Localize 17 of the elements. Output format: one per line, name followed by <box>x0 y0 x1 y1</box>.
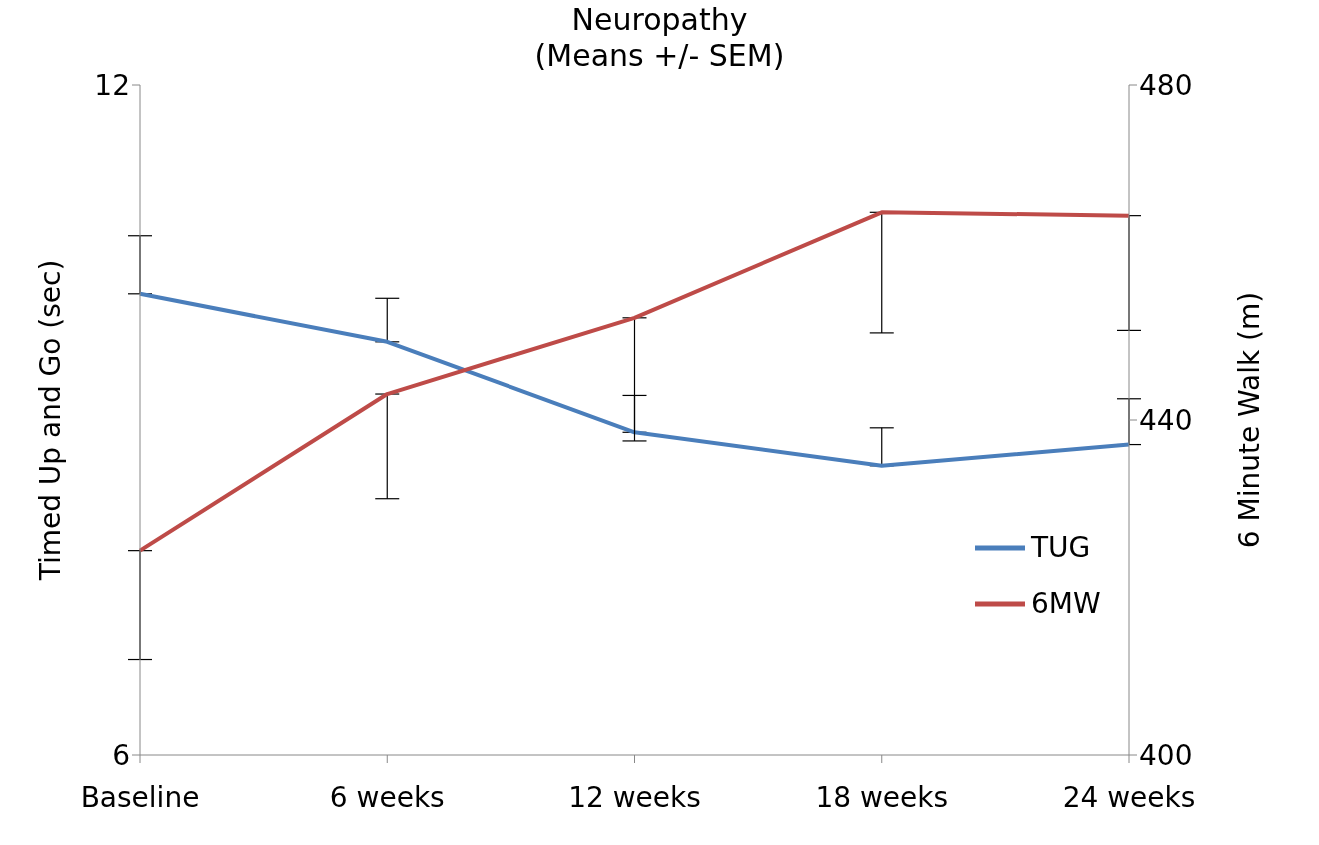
y2-tick-label: 400 <box>1139 738 1193 772</box>
x-tick-label: Baseline <box>80 780 200 814</box>
y-axis-title: Timed Up and Go (sec) <box>33 259 67 582</box>
x-tick-label: 24 weeks <box>1062 780 1196 814</box>
y2-tick-label: 480 <box>1139 68 1193 102</box>
legend-label: TUG <box>1031 530 1091 566</box>
line-series <box>138 291 1131 468</box>
chart-title: Neuropathy <box>570 2 749 38</box>
x-tick-label: 6 weeks <box>329 780 445 814</box>
x-tick-label: 18 weeks <box>815 780 949 814</box>
y-tick-label: 6 <box>112 738 130 772</box>
legend-label: 6MW <box>1031 586 1101 622</box>
y-tick-label: 12 <box>94 68 130 102</box>
chart-subtitle: (Means +/- SEM) <box>534 38 785 73</box>
x-tick-label: 12 weeks <box>568 780 701 814</box>
y2-tick-label: 440 <box>1139 403 1193 437</box>
y2-axis-title: 6 Minute Walk (m) <box>1232 291 1266 549</box>
